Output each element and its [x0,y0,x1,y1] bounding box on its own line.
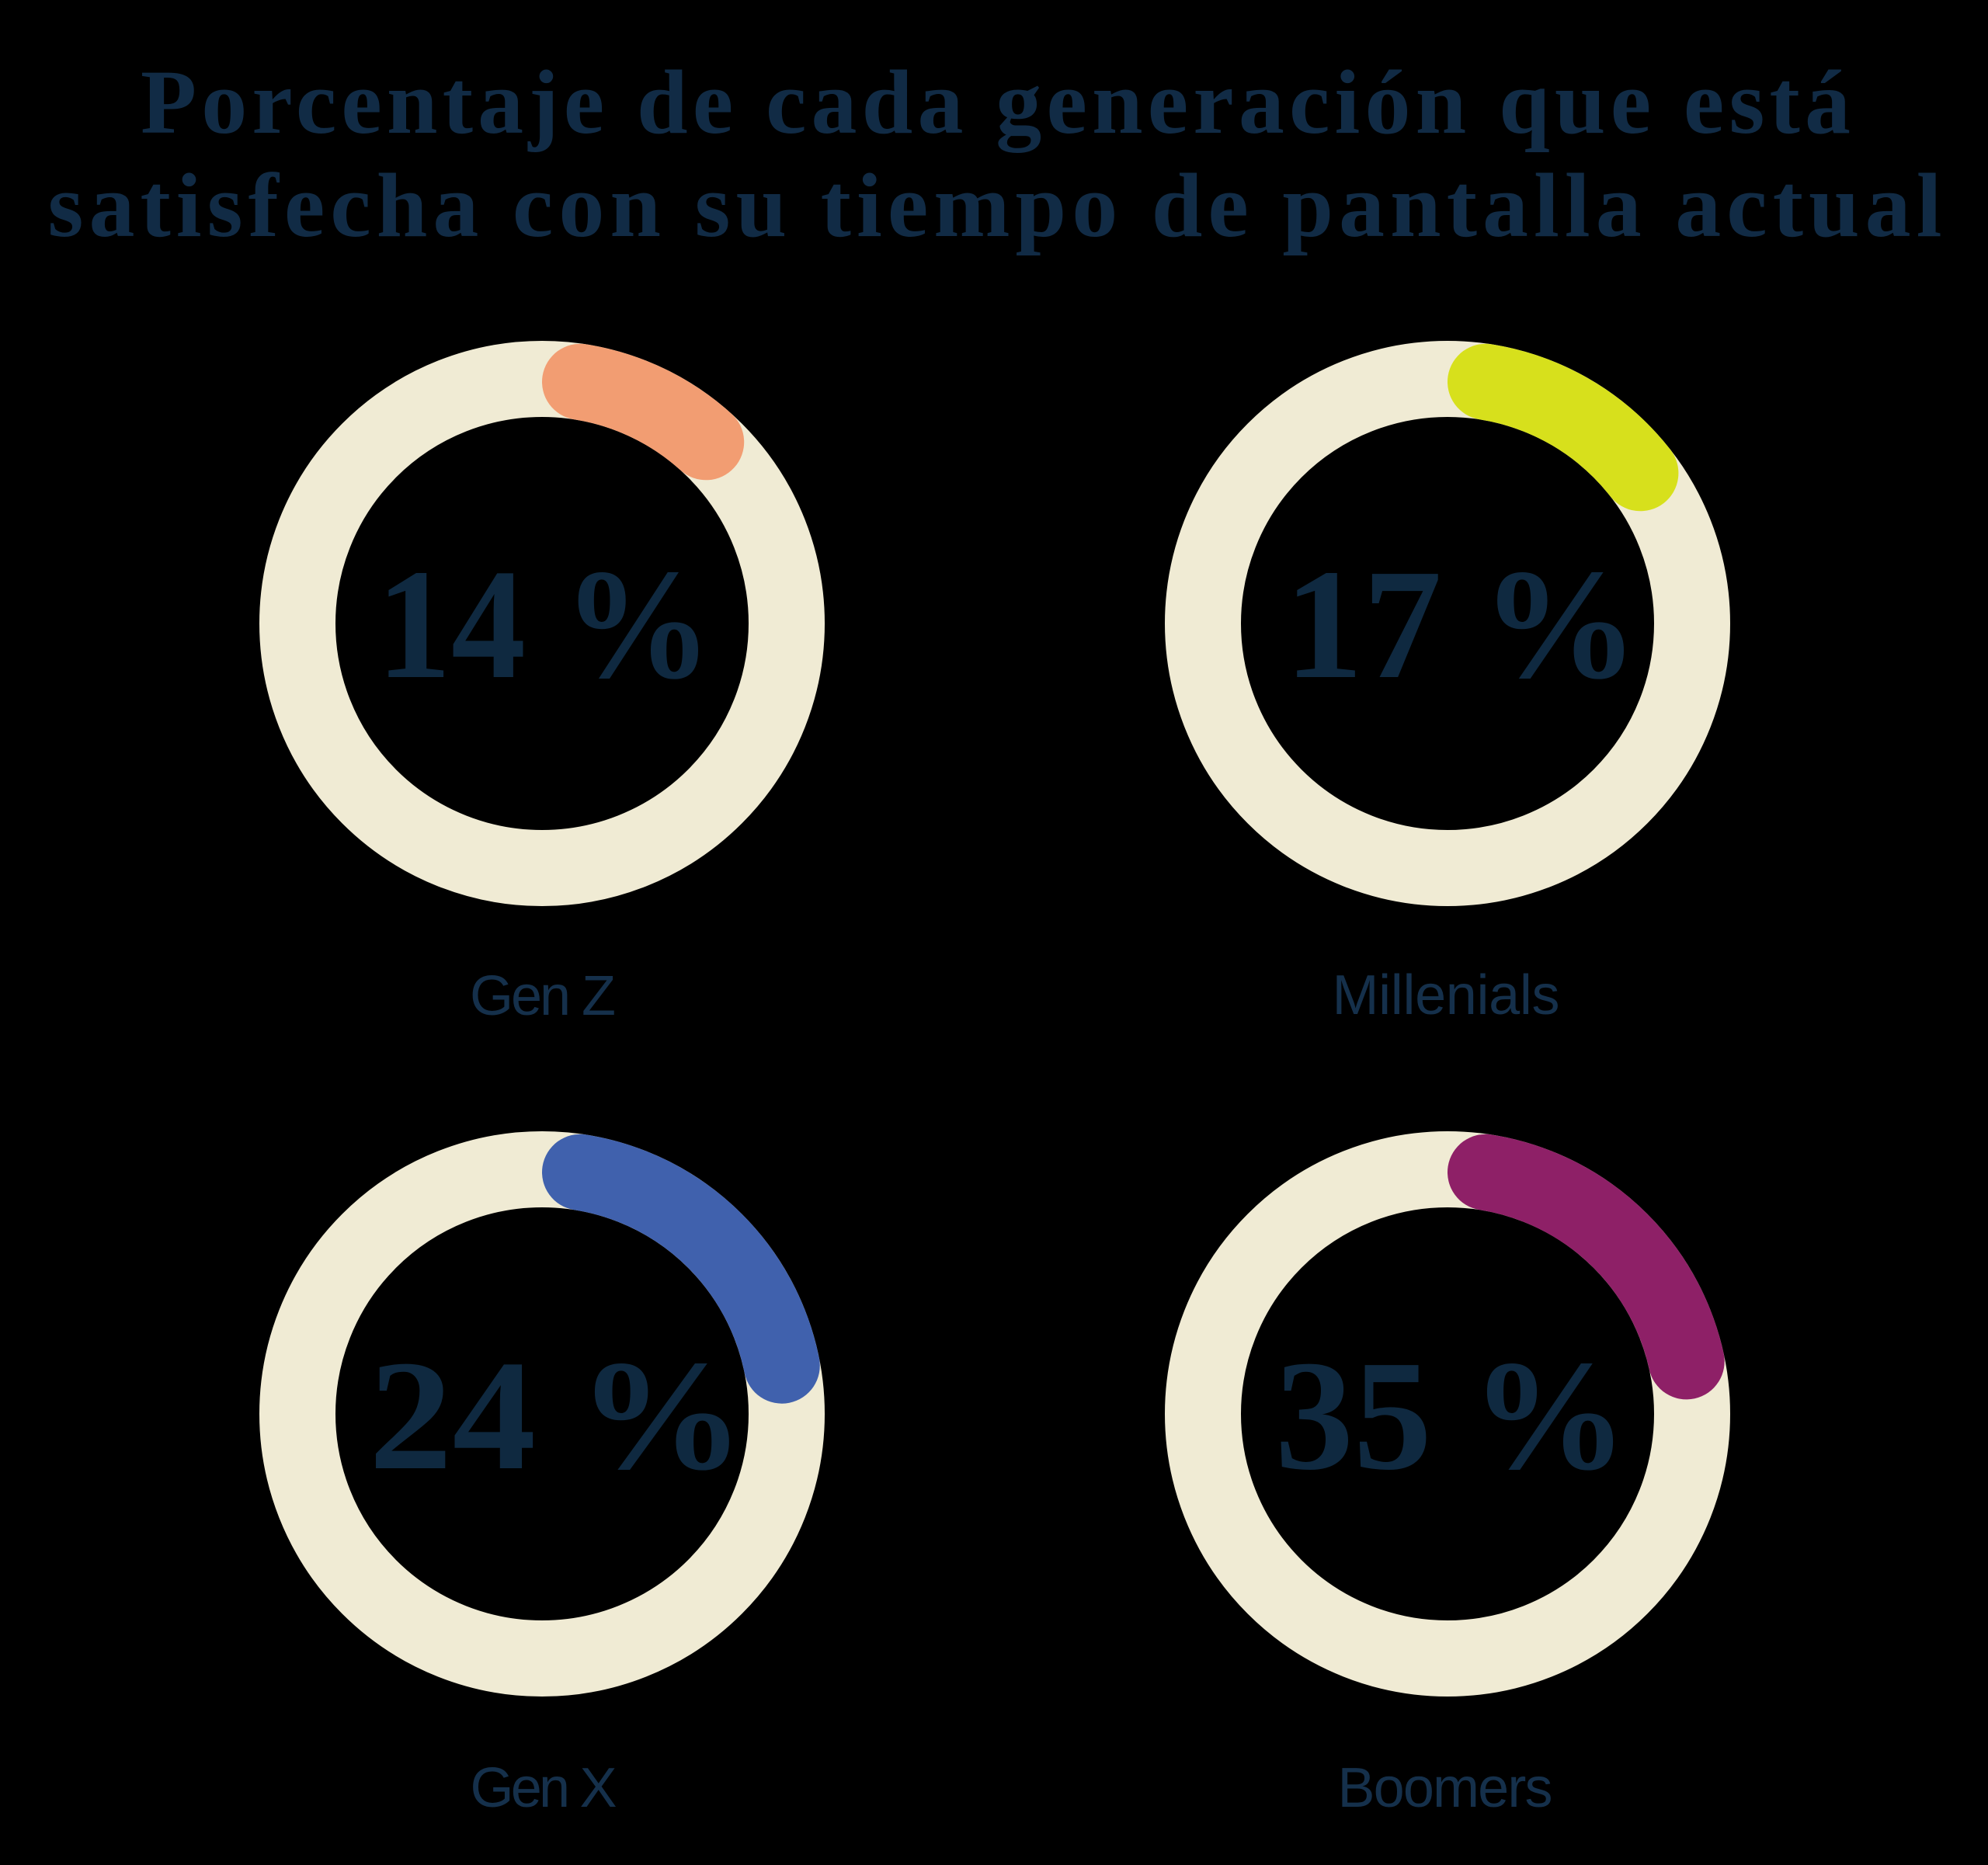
svg-text:Porcentaje de cada generación: Porcentaje de cada generación que está [141,51,1851,153]
svg-text:Gen X: Gen X [471,1757,617,1819]
svg-text:14 %: 14 % [377,537,712,711]
svg-text:17 %: 17 % [1284,537,1639,711]
svg-text:Gen Z: Gen Z [470,965,616,1027]
svg-text:24 %: 24 % [369,1328,745,1502]
svg-text:satisfecha con su tiempo de pa: satisfecha con su tiempo de pantalla act… [48,155,1942,256]
svg-text:Boomers: Boomers [1338,1757,1553,1819]
svg-text:35 %: 35 % [1275,1328,1628,1502]
svg-text:Millenials: Millenials [1333,964,1560,1026]
